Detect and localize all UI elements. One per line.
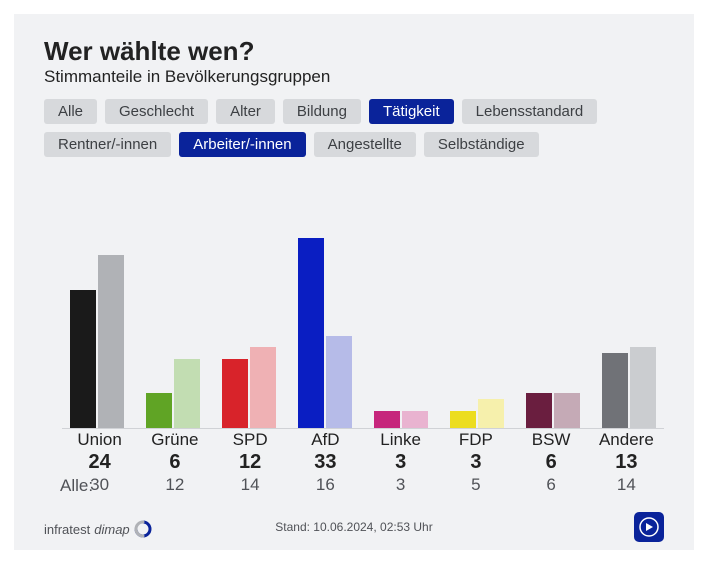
party-value-alle: 12 xyxy=(137,474,212,496)
party-value-main: 13 xyxy=(589,450,664,474)
party-name: Grüne xyxy=(137,430,212,450)
party-labels-afd: AfD3316 xyxy=(288,430,363,496)
bar-alle-spd xyxy=(250,347,276,428)
bar-main-spd xyxy=(222,359,248,428)
party-bars-bsw xyxy=(518,239,588,428)
timestamp-text: Stand: 10.06.2024, 02:53 Uhr xyxy=(14,520,694,534)
party-bars-afd xyxy=(290,239,360,428)
bar-alle-afd xyxy=(326,336,352,428)
party-value-alle: 6 xyxy=(514,474,589,496)
tab-subcategory-1[interactable]: Arbeiter/-innen xyxy=(179,132,305,157)
party-name: FDP xyxy=(438,430,513,450)
bar-alle-fdp xyxy=(478,399,504,428)
bar-main-andere xyxy=(602,353,628,428)
party-value-main: 6 xyxy=(137,450,212,474)
party-name: SPD xyxy=(213,430,288,450)
labels-row: Union2430Grüne612SPD1214AfD3316Linke33FD… xyxy=(62,430,664,496)
chart-title: Wer wählte wen? xyxy=(44,36,664,67)
party-bars-linke xyxy=(366,239,436,428)
tab-category-1[interactable]: Geschlecht xyxy=(105,99,208,124)
bar-main-afd xyxy=(298,238,324,428)
ard-play-icon xyxy=(639,517,659,537)
party-labels-grüne: Grüne612 xyxy=(137,430,212,496)
party-name: AfD xyxy=(288,430,363,450)
bar-alle-grüne xyxy=(174,359,200,428)
party-labels-linke: Linke33 xyxy=(363,430,438,496)
party-labels-union: Union2430 xyxy=(62,430,137,496)
party-value-alle: 5 xyxy=(438,474,513,496)
bar-main-union xyxy=(70,290,96,428)
tab-subcategory-2[interactable]: Angestellte xyxy=(314,132,416,157)
party-value-main: 3 xyxy=(438,450,513,474)
ard-logo xyxy=(634,512,664,542)
tab-row-subcategory: Rentner/-innen Arbeiter/-innen Angestellte… xyxy=(44,132,664,157)
bar-main-fdp xyxy=(450,411,476,428)
party-labels-fdp: FDP35 xyxy=(438,430,513,496)
party-value-main: 6 xyxy=(514,450,589,474)
party-name: Union xyxy=(62,430,137,450)
party-value-main: 3 xyxy=(363,450,438,474)
party-labels-bsw: BSW66 xyxy=(514,430,589,496)
party-name: Andere xyxy=(589,430,664,450)
bar-alle-andere xyxy=(630,347,656,428)
party-name: BSW xyxy=(514,430,589,450)
tab-category-0[interactable]: Alle xyxy=(44,99,97,124)
party-value-alle: 30 xyxy=(62,474,137,496)
tab-category-3[interactable]: Bildung xyxy=(283,99,361,124)
party-value-main: 12 xyxy=(213,450,288,474)
tab-category-5[interactable]: Lebensstandard xyxy=(462,99,598,124)
party-bars-union xyxy=(62,239,132,428)
tab-category-2[interactable]: Alter xyxy=(216,99,275,124)
bar-alle-linke xyxy=(402,411,428,428)
party-value-main: 33 xyxy=(288,450,363,474)
bar-alle-bsw xyxy=(554,393,580,428)
bar-main-grüne xyxy=(146,393,172,428)
tab-subcategory-3[interactable]: Selbständige xyxy=(424,132,539,157)
party-name: Linke xyxy=(363,430,438,450)
party-value-main: 24 xyxy=(62,450,137,474)
bar-chart xyxy=(62,239,664,429)
bar-main-linke xyxy=(374,411,400,428)
party-bars-andere xyxy=(594,239,664,428)
chart-subtitle: Stimmanteile in Bevölkerungsgruppen xyxy=(44,67,664,87)
party-value-alle: 14 xyxy=(589,474,664,496)
party-bars-fdp xyxy=(442,239,512,428)
party-labels-andere: Andere1314 xyxy=(589,430,664,496)
party-value-alle: 16 xyxy=(288,474,363,496)
chart-panel: Wer wählte wen? Stimmanteile in Bevölker… xyxy=(14,14,694,550)
tab-row-category: Alle Geschlecht Alter Bildung Tätigkeit Leben… xyxy=(44,99,664,124)
party-bars-grüne xyxy=(138,239,208,428)
party-labels-spd: SPD1214 xyxy=(213,430,288,496)
party-value-alle: 3 xyxy=(363,474,438,496)
tab-category-4[interactable]: Tätigkeit xyxy=(369,99,454,124)
party-value-alle: 14 xyxy=(213,474,288,496)
bar-alle-union xyxy=(98,255,124,428)
party-bars-spd xyxy=(214,239,284,428)
bar-main-bsw xyxy=(526,393,552,428)
tab-subcategory-0[interactable]: Rentner/-innen xyxy=(44,132,171,157)
